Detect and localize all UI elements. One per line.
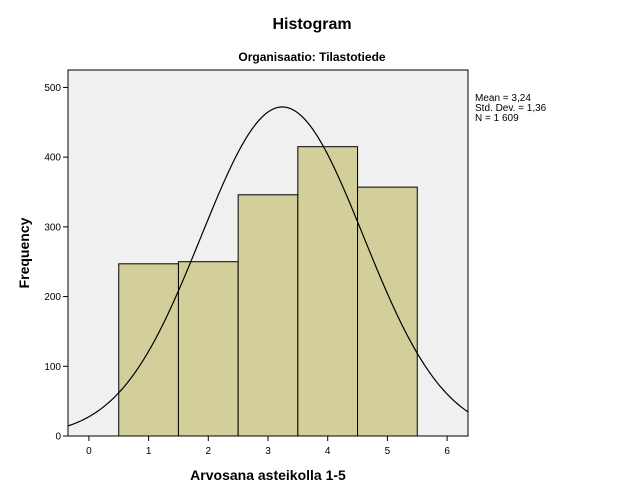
x-tick-label-4: 4 (325, 446, 331, 457)
chart-title: Histogram (272, 16, 351, 33)
bars (118, 146, 418, 437)
x-tick-label-2: 2 (206, 446, 212, 457)
y-tick-label-200: 200 (44, 292, 61, 303)
y-tick-label-400: 400 (44, 153, 61, 164)
histogram-bar-5 (357, 186, 418, 437)
x-tick-label-0: 0 (86, 446, 92, 457)
y-tick-label-0: 0 (55, 432, 61, 443)
histogram-bar-2 (177, 261, 239, 437)
x-tick-label-1: 1 (146, 446, 152, 457)
histogram-bar-4 (297, 146, 359, 437)
x-axis-label: Arvosana asteikolla 1-5 (190, 467, 346, 483)
x-tick-label-3: 3 (265, 446, 271, 457)
y-axis-label: Frequency (16, 217, 32, 288)
y-tick-label-500: 500 (44, 83, 61, 94)
y-tick-label-300: 300 (44, 222, 61, 233)
histogram-bar-3 (237, 194, 299, 437)
y-tick-label-100: 100 (44, 362, 61, 373)
histogram-bar-1 (118, 263, 179, 437)
stats-n: N = 1 609 (475, 113, 519, 124)
x-tick-label-5: 5 (385, 446, 391, 457)
stats-mean: Mean = 3,24 (475, 93, 531, 104)
normal-curve (67, 106, 469, 427)
chart-subtitle: Organisaatio: Tilastotiede (238, 50, 385, 64)
stats-std-dev: Std. Dev. = 1,36 (475, 103, 547, 114)
x-tick-label-6: 6 (444, 446, 450, 457)
axes: 0 1 2 3 4 5 6 0 100 200 300 400 500 (44, 83, 450, 457)
